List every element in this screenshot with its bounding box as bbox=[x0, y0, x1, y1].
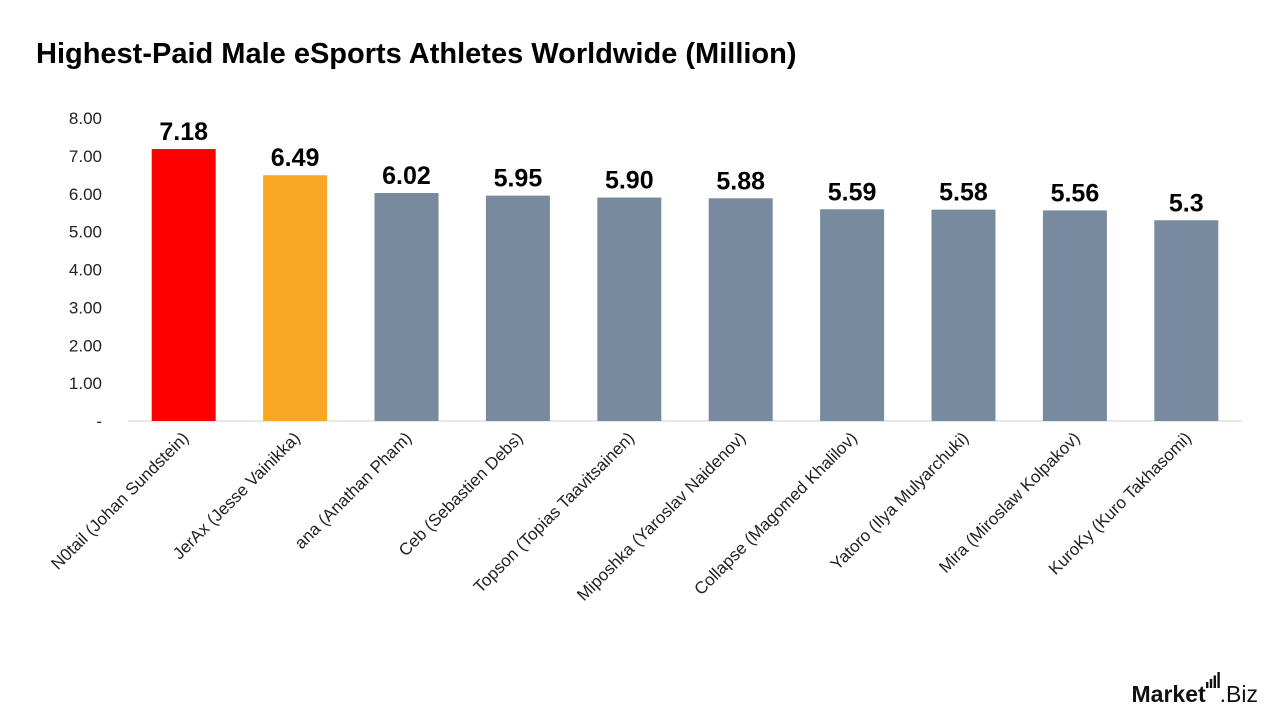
data-label: 7.18 bbox=[159, 118, 208, 146]
data-labels: 7.18 6.49 6.02 5.95 5.90 5.88 5.59 5.58 5.56 5.3 bbox=[159, 118, 1203, 217]
y-tick-label: 4.00 bbox=[69, 261, 102, 280]
bar bbox=[485, 195, 550, 421]
bar bbox=[374, 192, 439, 421]
category-label: ana (Anathan Pham) bbox=[291, 428, 415, 552]
y-tick-label: - bbox=[96, 412, 102, 431]
y-tick-label: 7.00 bbox=[69, 147, 102, 166]
bar bbox=[1042, 210, 1107, 421]
bar-chart-icon bbox=[1205, 667, 1220, 694]
brand-name: Market bbox=[1131, 681, 1206, 707]
data-label: 6.49 bbox=[271, 144, 320, 172]
y-tick-label: 8.00 bbox=[69, 109, 102, 128]
y-tick-label: 5.00 bbox=[69, 223, 102, 242]
bar bbox=[597, 197, 662, 421]
data-label: 6.02 bbox=[382, 162, 431, 190]
bar bbox=[820, 209, 885, 421]
y-tick-label: 3.00 bbox=[69, 298, 102, 317]
y-tick-label: 6.00 bbox=[69, 185, 102, 204]
data-label: 5.58 bbox=[939, 179, 988, 207]
bar bbox=[931, 209, 996, 421]
bar bbox=[151, 149, 216, 421]
data-label: 5.95 bbox=[494, 165, 543, 193]
category-label: JerAx (Jesse Vainikka) bbox=[169, 428, 304, 563]
data-label: 5.3 bbox=[1169, 189, 1204, 217]
y-tick-label: 2.00 bbox=[69, 336, 102, 355]
bar bbox=[708, 198, 773, 421]
bar bbox=[263, 175, 328, 421]
data-label: 5.56 bbox=[1051, 179, 1100, 207]
brand-logo: Market .Biz bbox=[1131, 667, 1258, 708]
y-tick-label: 1.00 bbox=[69, 374, 102, 393]
bar bbox=[1154, 220, 1219, 421]
y-axis-ticks: - 1.00 2.00 3.00 4.00 5.00 6.00 7.00 8.00 bbox=[69, 109, 102, 431]
chart-title: Highest-Paid Male eSports Athletes World… bbox=[36, 38, 797, 70]
data-label: 5.88 bbox=[716, 167, 765, 195]
category-labels: N0tail (Johan Sundstein)JerAx (Jesse Vai… bbox=[47, 428, 1195, 604]
data-label: 5.90 bbox=[605, 167, 654, 195]
bars bbox=[151, 149, 1219, 421]
category-label: Ceb (Sebastien Debs) bbox=[395, 428, 527, 560]
brand-suffix: .Biz bbox=[1219, 681, 1258, 707]
data-label: 5.59 bbox=[828, 178, 877, 206]
